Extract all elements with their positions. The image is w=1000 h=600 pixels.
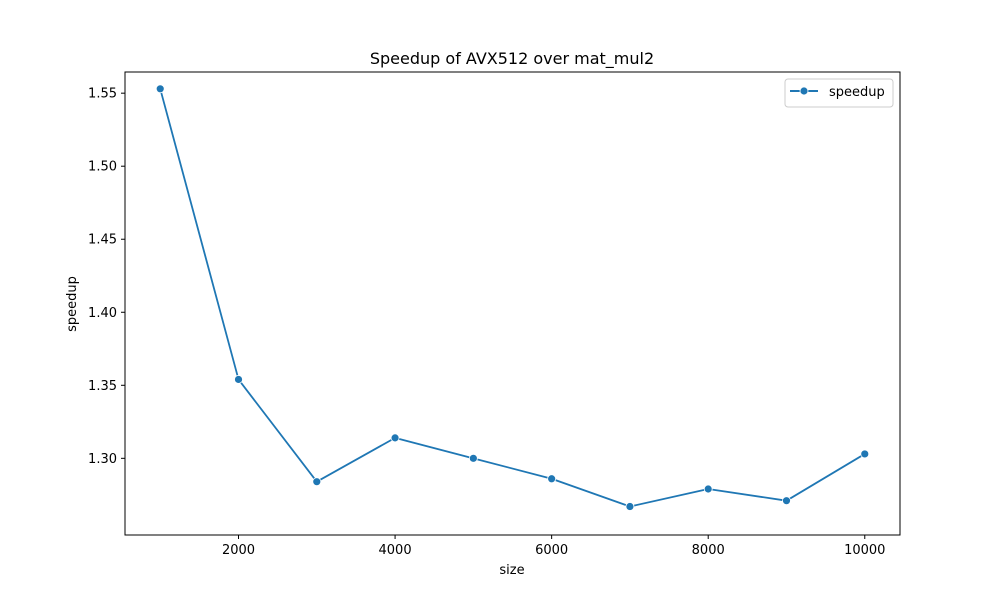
x-tick-label: 6000 (535, 543, 568, 558)
legend: speedup (784, 78, 894, 108)
data-point (468, 453, 478, 463)
x-tick-label: 2000 (222, 543, 255, 558)
legend-marker-swatch (799, 86, 809, 96)
series-line-speedup (159, 87, 866, 508)
x-tick-label: 8000 (692, 543, 725, 558)
y-tick-label: 1.55 (88, 87, 117, 102)
data-point (312, 477, 322, 487)
y-axis-ticks: 1.30 1.35 1.40 1.45 1.50 1.55 (88, 87, 125, 467)
y-tick-label: 1.45 (88, 233, 117, 248)
plot-area (124, 71, 901, 536)
x-tick-label: 10000 (844, 543, 885, 558)
data-point (390, 433, 400, 443)
data-point (625, 502, 635, 511)
axes-frame (124, 71, 901, 536)
y-tick-label: 1.35 (88, 379, 117, 394)
data-point (860, 449, 870, 459)
x-tick-label: 4000 (379, 543, 412, 558)
y-tick-label: 1.40 (88, 306, 117, 321)
legend-label-speedup: speedup (829, 85, 885, 100)
data-point (547, 474, 557, 484)
legend-box (784, 78, 894, 108)
data-point (782, 496, 791, 506)
data-point (155, 84, 165, 94)
y-tick-label: 1.50 (88, 160, 117, 175)
x-axis-label: size (499, 563, 524, 578)
data-point (234, 375, 243, 384)
y-axis-label: speedup (65, 276, 80, 332)
chart-title: Speedup of AVX512 over mat_mul2 (370, 49, 654, 69)
series-layer (155, 84, 870, 511)
data-point (703, 484, 713, 494)
y-tick-label: 1.30 (88, 452, 117, 467)
x-axis-ticks: 2000 4000 6000 8000 10000 (222, 535, 885, 558)
